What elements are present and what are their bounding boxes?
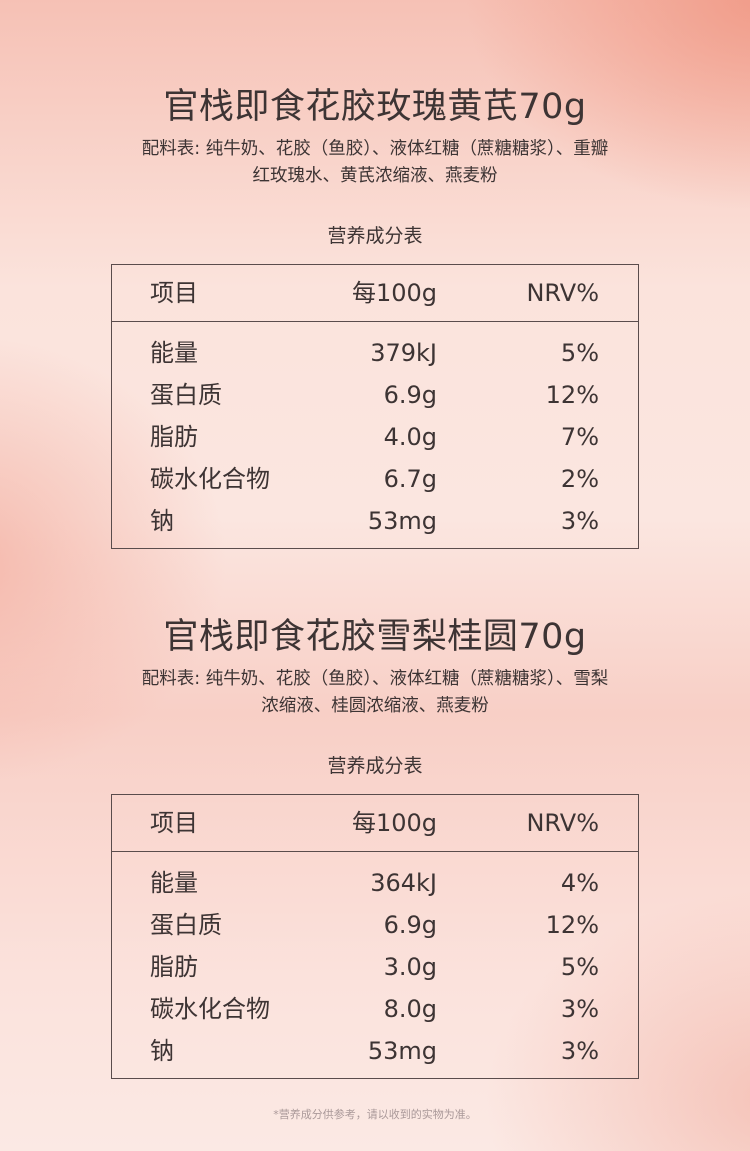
nutrient-name: 钠 — [150, 1037, 174, 1065]
nutrient-value: 379kJ — [370, 339, 437, 367]
ingredients-line: 配料表: 纯牛奶、花胶（鱼胶）、液体红糖（蔗糖糖浆）、雪梨 — [141, 669, 609, 689]
header-item: 项目 — [150, 809, 198, 837]
nutrient-name: 碳水化合物 — [150, 465, 270, 493]
table-header: 项目 每100g NRV% — [112, 795, 638, 852]
ingredients-line: 浓缩液、桂圆浓缩液、燕麦粉 — [261, 696, 489, 716]
nutrient-value: 8.0g — [383, 995, 437, 1023]
product-title: 官栈即食花胶雪梨桂圆70g — [163, 617, 587, 657]
nutrient-nrv: 3% — [560, 507, 599, 535]
nutrition-table: 项目 每100g NRV% 能量 364kJ 4% 蛋白质 6.9g 12% 脂… — [111, 794, 639, 1079]
header-per100g: 每100g — [351, 279, 437, 307]
nutrient-value: 6.9g — [383, 911, 437, 939]
nutrient-value: 53mg — [367, 507, 437, 535]
nutrient-nrv: 12% — [545, 911, 599, 939]
nutrient-value: 3.0g — [383, 953, 437, 981]
nutrient-name: 能量 — [150, 869, 198, 897]
nutrient-value: 4.0g — [383, 423, 437, 451]
nutrient-nrv: 5% — [560, 953, 599, 981]
nutrient-nrv: 5% — [560, 339, 599, 367]
nutrient-nrv: 7% — [560, 423, 599, 451]
nutrient-name: 脂肪 — [150, 953, 198, 981]
nutrient-name: 蛋白质 — [150, 381, 222, 409]
nutrient-value: 364kJ — [370, 869, 437, 897]
header-nrv: NRV% — [526, 279, 599, 307]
ingredients-line: 红玫瑰水、黄芪浓缩液、燕麦粉 — [252, 166, 498, 186]
table-title: 营养成分表 — [327, 225, 423, 247]
product-title: 官栈即食花胶玫瑰黄芪70g — [163, 87, 587, 127]
nutrient-name: 钠 — [150, 507, 174, 535]
table-title: 营养成分表 — [327, 755, 423, 777]
nutrient-name: 脂肪 — [150, 423, 198, 451]
nutrient-nrv: 2% — [560, 465, 599, 493]
nutrient-nrv: 3% — [560, 1037, 599, 1065]
header-nrv: NRV% — [526, 809, 599, 837]
table-header: 项目 每100g NRV% — [112, 265, 638, 322]
footnote: *营养成分供参考，请以收到的实物为准。 — [273, 1108, 477, 1121]
nutrient-name: 蛋白质 — [150, 911, 222, 939]
nutrient-value: 6.9g — [383, 381, 437, 409]
header-per100g: 每100g — [351, 809, 437, 837]
nutrient-value: 53mg — [367, 1037, 437, 1065]
nutrient-nrv: 12% — [545, 381, 599, 409]
nutrient-nrv: 3% — [560, 995, 599, 1023]
header-item: 项目 — [150, 279, 198, 307]
nutrient-nrv: 4% — [560, 869, 599, 897]
ingredients-line: 配料表: 纯牛奶、花胶（鱼胶）、液体红糖（蔗糖糖浆）、重瓣 — [141, 139, 609, 159]
nutrient-name: 碳水化合物 — [150, 995, 270, 1023]
nutrient-name: 能量 — [150, 339, 198, 367]
nutrition-table: 项目 每100g NRV% 能量 379kJ 5% 蛋白质 6.9g 12% 脂… — [111, 264, 639, 549]
nutrient-value: 6.7g — [383, 465, 437, 493]
